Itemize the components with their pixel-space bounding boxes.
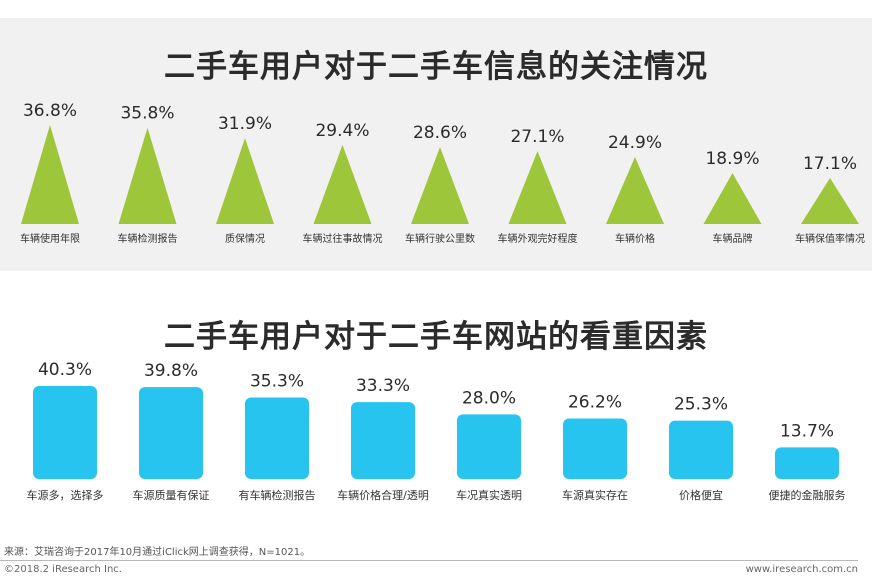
category-label: 车辆行驶公里数: [405, 232, 475, 245]
data-label: 28.6%: [413, 123, 467, 143]
category-label: 车辆价格合理/透明: [337, 488, 429, 502]
data-label: 39.8%: [144, 361, 198, 381]
category-label: 车源质量有保证: [133, 488, 210, 502]
data-label: 17.1%: [803, 154, 857, 174]
bar: [33, 386, 97, 479]
data-label: 35.8%: [120, 104, 174, 124]
bar: [775, 447, 839, 479]
bar: [139, 387, 203, 479]
category-label: 车源真实存在: [562, 488, 628, 502]
chart1-svg: 36.8% 车辆使用年限 35.8% 车辆检测报告 31.9% 质保情况 29.4% 车辆过往…: [20, 101, 865, 245]
triangle-bar: [508, 151, 567, 224]
category-label: 车况真实透明: [456, 488, 522, 502]
data-label: 29.4%: [315, 121, 369, 141]
category-label: 车辆价格: [615, 232, 655, 245]
data-label: 31.9%: [218, 114, 272, 134]
data-label: 13.7%: [780, 421, 834, 441]
chart2-svg: 40.3% 车源多，选择多 39.8% 车源质量有保证 35.3% 有车辆检测报告 33.3…: [27, 360, 846, 502]
category-label: 便捷的金融服务: [769, 488, 846, 502]
triangle-bar: [606, 157, 664, 224]
data-label: 18.9%: [705, 149, 759, 169]
triangle-bar: [216, 138, 274, 224]
data-label: 28.0%: [462, 388, 516, 408]
category-label: 车辆检测报告: [118, 232, 178, 245]
triangle-bar: [703, 173, 762, 224]
category-label: 价格便宜: [679, 488, 723, 502]
bar: [351, 402, 415, 479]
data-label: 27.1%: [510, 127, 564, 147]
triangle-bar: [21, 125, 79, 224]
chart1-title: 二手车用户对于二手车信息的关注情况: [164, 49, 708, 85]
data-label: 26.2%: [568, 393, 622, 413]
bar: [563, 418, 627, 479]
bar: [669, 420, 733, 479]
bar: [245, 397, 309, 479]
category-label: 车源多，选择多: [27, 488, 104, 502]
website: www.iresearch.com.cn: [745, 564, 858, 575]
category-label: 车辆外观完好程度: [498, 232, 578, 245]
data-label: 35.3%: [250, 372, 304, 392]
category-label: 车辆过往事故情况: [303, 232, 383, 245]
triangle-bar: [801, 177, 859, 224]
bar: [457, 414, 521, 479]
triangle-bar: [313, 144, 372, 224]
source-note: 来源：艾瑞咨询于2017年10月通过iClick网上调查获得，N=1021。: [4, 547, 311, 558]
data-label: 33.3%: [356, 376, 410, 396]
category-label: 有车辆检测报告: [239, 488, 316, 502]
category-label: 车辆使用年限: [20, 232, 80, 245]
category-label: 车辆品牌: [713, 232, 753, 245]
footer-divider: [0, 560, 858, 561]
data-label: 25.3%: [674, 395, 728, 415]
copyright: ©2018.2 iResearch Inc.: [4, 564, 122, 575]
data-label: 40.3%: [38, 360, 92, 380]
category-label: 质保情况: [225, 232, 265, 245]
triangle-bar: [411, 147, 469, 224]
triangle-bar: [118, 127, 177, 224]
category-label: 车辆保值率情况: [795, 232, 865, 245]
data-label: 36.8%: [23, 101, 77, 121]
data-label: 24.9%: [608, 133, 662, 153]
chart2-title: 二手车用户对于二手车网站的看重因素: [164, 319, 708, 355]
